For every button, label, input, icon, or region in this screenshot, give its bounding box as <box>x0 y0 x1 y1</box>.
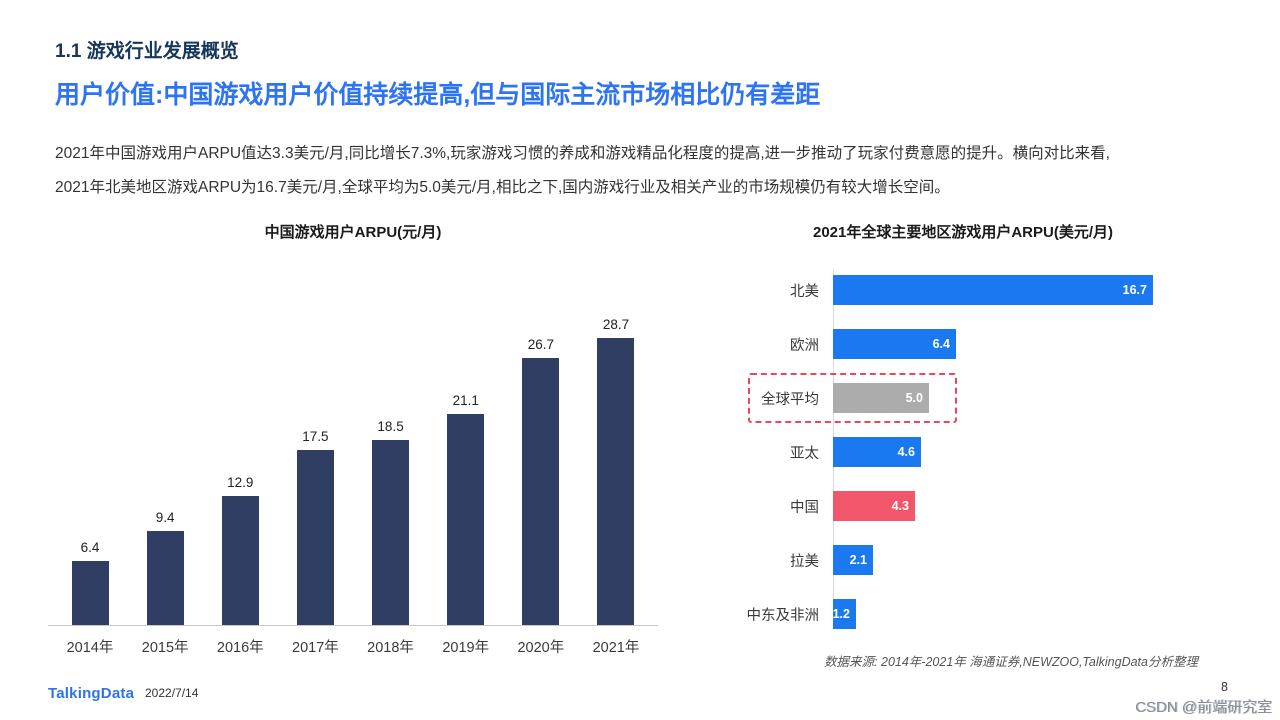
charts-row: 中国游戏用户ARPU(元/月) 6.4 9.4 12.9 17.5 18.5 21.1 26… <box>0 221 1280 670</box>
source-note: 数据来源: 2014年-2021年 海通证券,NEWZOO,TalkingDat… <box>824 655 1198 669</box>
x-axis-label: 2015年 <box>141 640 189 656</box>
bar-value-label: 9.4 <box>155 510 175 525</box>
hbar-row: 欧洲 6.4 <box>728 327 1198 361</box>
x-axis-label: 2020年 <box>517 640 565 656</box>
hbar-category-label: 欧洲 <box>790 337 819 354</box>
hbar-row: 北美 16.7 <box>728 273 1198 307</box>
bar-column: 26.7 <box>513 337 569 625</box>
bar-value-label: 12.9 <box>227 475 254 490</box>
page-number: 8 <box>1221 680 1228 694</box>
footer-date: 2022/7/14 <box>145 686 199 700</box>
body-line-1: 2021年中国游戏用户ARPU值达3.3美元/月,同比增长7.3%,玩家游戏习惯… <box>55 145 1110 162</box>
bar <box>296 450 334 625</box>
hbar-row: 全球平均 5.0 <box>728 373 1198 423</box>
bar-value-label: 26.7 <box>527 337 554 352</box>
bar <box>597 338 635 625</box>
hbar: 1.2 <box>833 599 856 629</box>
china-arpu-chart-xaxis: 2014年 2015年 2016年 2017年 2018年 2019年 2020年 2021年 <box>48 636 658 657</box>
hbar: 4.6 <box>833 437 921 467</box>
x-axis-label: 2021年 <box>592 640 640 656</box>
x-axis-label: 2014年 <box>66 640 114 656</box>
x-axis-label: 2018年 <box>367 640 414 656</box>
bar-value-label: 6.4 <box>80 540 100 555</box>
bar-value-label: 18.5 <box>377 419 404 434</box>
bar <box>447 414 485 625</box>
body-line-2: 2021年北美地区游戏ARPU为16.7美元/月,全球平均为5.0美元/月,相比… <box>55 179 950 196</box>
bar-column: 17.5 <box>287 429 343 625</box>
hbar-category-label: 北美 <box>790 283 819 300</box>
bar-value-label: 17.5 <box>302 429 329 444</box>
bar <box>522 358 560 625</box>
page-title: 用户价值:中国游戏用户价值持续提高,但与国际主流市场相比仍有差距 <box>55 81 821 109</box>
bar-column: 28.7 <box>588 317 644 625</box>
bar-value-label: 28.7 <box>602 317 630 332</box>
china-arpu-chart-plot: 6.4 9.4 12.9 17.5 18.5 21.1 26.7 28.7 <box>48 279 658 626</box>
hbar-category-label: 亚太 <box>790 445 819 462</box>
x-axis-label: 2017年 <box>292 640 339 656</box>
hbar-category-label: 全球平均 <box>761 391 819 408</box>
bar-column: 6.4 <box>62 540 118 625</box>
bar <box>71 561 109 625</box>
hbar-row: 拉美 2.1 <box>728 543 1198 577</box>
hbar: 16.7 <box>833 275 1153 305</box>
hbar-category-label: 中东及非洲 <box>746 607 820 624</box>
bar-column: 21.1 <box>438 393 494 625</box>
x-axis-label: 2016年 <box>216 640 264 656</box>
bar <box>221 496 259 625</box>
bar-column: 18.5 <box>363 419 419 625</box>
bar <box>372 440 410 625</box>
bar <box>146 531 184 625</box>
talkingdata-logo: TalkingData <box>48 685 135 702</box>
bar-column: 9.4 <box>137 510 193 625</box>
x-axis-label: 2019年 <box>442 640 490 656</box>
hbar-row: 中国 4.3 <box>728 489 1198 523</box>
hbar: 5.0 <box>833 383 929 413</box>
bar-value-label: 21.1 <box>452 393 479 408</box>
hbar-row: 中东及非洲 1.2 <box>728 597 1198 631</box>
hbar: 2.1 <box>833 545 873 575</box>
hbar: 4.3 <box>833 491 915 521</box>
global-arpu-chart: 2021年全球主要地区游戏用户ARPU(美元/月) 北美 16.7 欧洲 6.4 全球平… <box>728 221 1199 670</box>
hbar-category-label: 拉美 <box>790 553 819 570</box>
global-arpu-chart-title: 2021年全球主要地区游戏用户ARPU(美元/月) <box>812 224 1114 241</box>
header: 1.1 游戏行业发展概览 用户价值:中国游戏用户价值持续提高,但与国际主流市场相… <box>0 0 1280 205</box>
body-paragraph: 2021年中国游戏用户ARPU值达3.3美元/月,同比增长7.3%,玩家游戏习惯… <box>55 137 1225 205</box>
china-arpu-chart-title: 中国游戏用户ARPU(元/月) <box>264 224 442 241</box>
global-arpu-chart-rows: 北美 16.7 欧洲 6.4 全球平均 5.0 亚太 4.6 中国 4.3 拉美 2.1 中东及非洲 1.… <box>728 269 1198 631</box>
hbar-row: 亚太 4.6 <box>728 435 1198 469</box>
china-arpu-chart: 中国游戏用户ARPU(元/月) 6.4 9.4 12.9 17.5 18.5 21.1 26… <box>48 221 658 670</box>
bar-column: 12.9 <box>212 475 268 625</box>
hbar: 6.4 <box>833 329 956 359</box>
csdn-watermark: CSDN @前端研究室 <box>1135 699 1272 716</box>
hbar-category-label: 中国 <box>790 499 819 516</box>
section-title: 1.1 游戏行业发展概览 <box>55 41 239 62</box>
